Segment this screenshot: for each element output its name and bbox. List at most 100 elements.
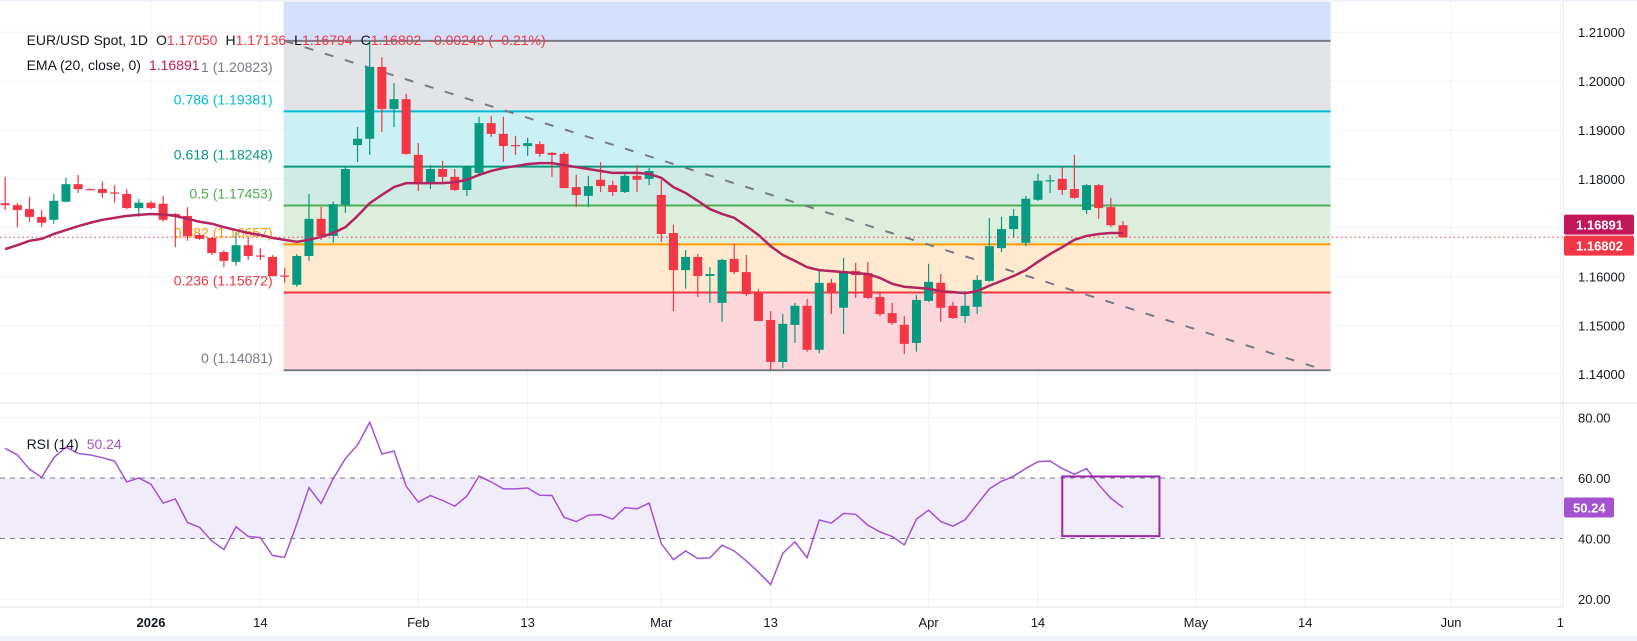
candle[interactable] <box>1094 184 1104 219</box>
candle[interactable] <box>1118 220 1128 238</box>
candle[interactable] <box>620 171 630 193</box>
candle[interactable] <box>997 216 1006 253</box>
candle[interactable] <box>292 254 302 287</box>
candle[interactable] <box>571 174 581 208</box>
candle[interactable] <box>122 189 132 210</box>
candle[interactable] <box>911 295 921 352</box>
candle[interactable] <box>972 275 982 315</box>
candle[interactable] <box>0 176 10 211</box>
candle[interactable] <box>1106 197 1116 228</box>
candle[interactable] <box>389 83 399 128</box>
candle[interactable] <box>268 254 277 277</box>
candle[interactable] <box>887 302 897 325</box>
candle[interactable] <box>498 116 508 162</box>
candle[interactable] <box>681 250 691 289</box>
candle[interactable] <box>948 301 958 319</box>
ema-legend-label[interactable]: EMA (20, close, 0) <box>26 57 141 73</box>
candle[interactable] <box>826 278 836 315</box>
candle[interactable] <box>401 93 411 155</box>
candle[interactable] <box>693 254 703 297</box>
fib-fill-band <box>283 205 1331 245</box>
candle[interactable] <box>340 167 350 213</box>
rsi-line[interactable] <box>4 420 1124 586</box>
candle[interactable] <box>754 289 763 321</box>
candle[interactable] <box>899 316 909 355</box>
candle[interactable] <box>741 254 751 297</box>
candle[interactable] <box>365 40 375 155</box>
candle[interactable] <box>1009 209 1019 238</box>
candle[interactable] <box>559 151 569 189</box>
candle[interactable] <box>146 200 156 210</box>
candle[interactable] <box>1082 184 1092 214</box>
candle[interactable] <box>474 116 484 177</box>
candle[interactable] <box>280 268 290 283</box>
candle[interactable] <box>668 224 678 312</box>
candle[interactable] <box>535 141 545 157</box>
candle[interactable] <box>656 179 666 242</box>
candle[interactable] <box>255 248 265 260</box>
candle[interactable] <box>839 257 849 335</box>
rsi-legend-label[interactable]: RSI (14) <box>26 436 79 452</box>
candle[interactable] <box>328 201 338 243</box>
candle[interactable] <box>984 217 994 282</box>
candle[interactable] <box>814 269 824 354</box>
candle-body <box>1021 198 1031 243</box>
candle[interactable] <box>583 175 593 208</box>
candle[interactable] <box>25 196 34 222</box>
candle[interactable] <box>511 135 520 155</box>
candle[interactable] <box>632 165 642 192</box>
candle[interactable] <box>438 160 448 183</box>
candle[interactable] <box>1021 195 1031 247</box>
candle[interactable] <box>863 261 873 299</box>
candle[interactable] <box>1033 173 1043 201</box>
candle[interactable] <box>304 193 314 261</box>
candle[interactable] <box>1057 167 1067 195</box>
price-axis-bg[interactable] <box>1563 0 1637 641</box>
candle[interactable] <box>110 185 120 203</box>
candle[interactable] <box>97 181 107 198</box>
rsi-axis-tick: 20.00 <box>1578 592 1611 607</box>
candle[interactable] <box>1069 154 1079 199</box>
candle[interactable] <box>960 291 970 323</box>
candle[interactable] <box>316 207 326 240</box>
candle[interactable] <box>12 203 22 228</box>
candle[interactable] <box>778 314 788 368</box>
candle[interactable] <box>608 180 618 196</box>
candle[interactable] <box>717 258 727 322</box>
candle[interactable] <box>49 193 59 224</box>
candle[interactable] <box>802 298 812 352</box>
candle[interactable] <box>596 162 606 192</box>
candle[interactable] <box>182 207 192 241</box>
candle[interactable] <box>353 127 363 163</box>
symbol-title[interactable]: EUR/USD Spot, 1D <box>26 32 148 48</box>
candle[interactable] <box>37 210 47 228</box>
candle[interactable] <box>195 233 205 240</box>
candle[interactable] <box>61 177 71 203</box>
candle[interactable] <box>924 263 934 302</box>
candle[interactable] <box>219 250 229 268</box>
candle[interactable] <box>85 188 95 191</box>
candle[interactable] <box>1045 174 1055 193</box>
candle[interactable] <box>729 243 739 275</box>
candle[interactable] <box>705 267 715 303</box>
rsi-badge-label: 50.24 <box>1573 501 1606 516</box>
candle[interactable] <box>766 311 776 371</box>
candle[interactable] <box>875 291 885 317</box>
candle[interactable] <box>936 274 946 322</box>
candle[interactable] <box>377 57 387 132</box>
candle[interactable] <box>486 115 496 137</box>
candle[interactable] <box>158 195 168 222</box>
rsi-highlight-box[interactable] <box>1061 475 1161 538</box>
time-axis[interactable]: 2026 14 Feb 13 Mar 13 Apr 14 May 14 Jun 1 <box>137 615 1564 630</box>
candle[interactable] <box>790 302 800 343</box>
candle[interactable] <box>523 137 533 156</box>
ema-line[interactable] <box>4 161 1124 295</box>
candle[interactable] <box>231 232 241 266</box>
candle[interactable] <box>207 236 217 255</box>
time-axis-bg[interactable] <box>0 607 1637 641</box>
candle[interactable] <box>425 165 435 190</box>
candle-body <box>280 275 290 277</box>
candle[interactable] <box>73 174 83 193</box>
candle[interactable] <box>243 237 253 260</box>
